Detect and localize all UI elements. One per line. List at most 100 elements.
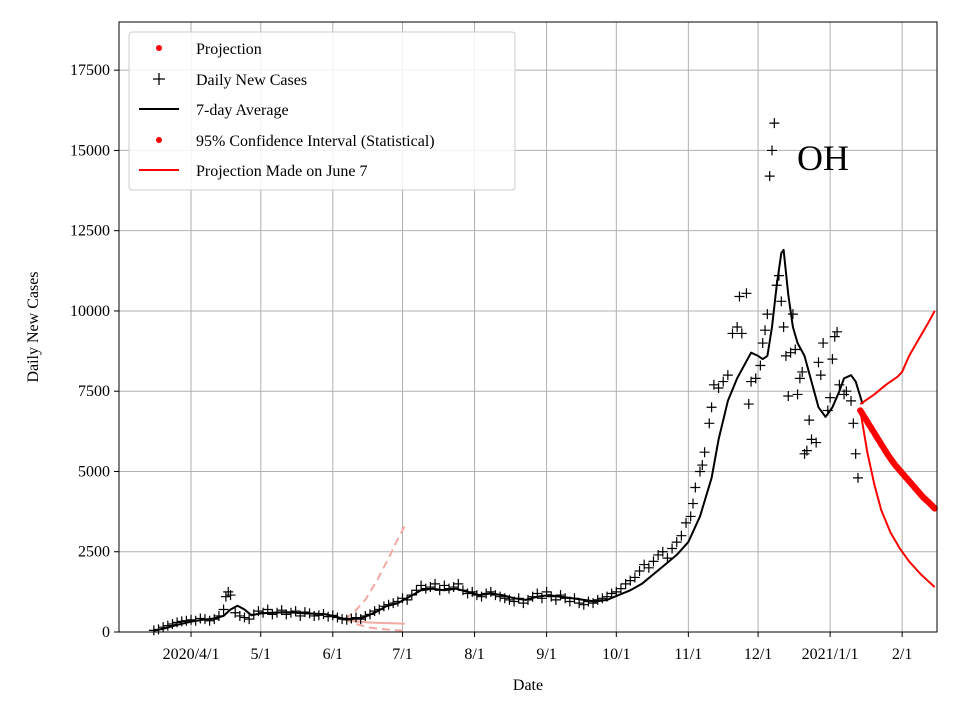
y-tick-label: 10000 [70,303,110,320]
daily-case-point [276,605,287,616]
daily-case-point [634,566,645,576]
daily-case-point [778,322,789,332]
y-tick-label: 12500 [70,223,110,240]
daily-case-point [815,370,826,381]
daily-case-point [225,590,236,601]
y-tick-label: 7500 [78,383,110,400]
daily-case-point [832,326,843,337]
daily-case-point [841,386,852,397]
daily-case-point [846,395,857,406]
daily-case-point [643,562,654,573]
daily-case-point [797,366,808,377]
daily-case-point [186,614,197,625]
daily-case-point [290,606,301,617]
daily-case-point [453,578,464,589]
daily-case-point [657,546,668,557]
daily-case-point [694,466,705,477]
daily-case-point [757,338,768,349]
daily-case-point [750,373,761,384]
daily-case-point [767,145,778,156]
daily-case-point [776,296,787,307]
y-axis-label: Daily New Cases [25,271,42,382]
daily-case-point [167,618,178,629]
daily-case-point [794,373,805,384]
legend-label-daily-cases: Daily New Cases [196,72,307,89]
daily-case-point [281,609,292,620]
daily-case-point [220,591,231,602]
plot-frame [118,21,938,633]
y-tick-label: 15000 [70,142,110,159]
daily-case-point [676,530,687,541]
daily-case-point [769,118,780,129]
daily-case-point [743,399,754,410]
state-label: OH [797,138,849,178]
daily-case-point [852,472,863,483]
legend-marker-daily-cases [153,73,165,85]
daily-case-point [811,437,822,448]
daily-case-point [829,331,840,342]
ticks-layer: 2020/4/1 5/1 6/1 7/1 8/1 9/1 10/1 11/1 12/1 2021/… [70,62,912,663]
legend-box [128,31,516,191]
daily-case-point [697,460,708,471]
series-layer [148,118,938,636]
daily-case-point [685,511,696,522]
daily-case-point [850,448,861,459]
daily-case-point [801,445,812,456]
daily-case-point [827,354,838,365]
daily-case-point [755,360,766,371]
x-axis-label: Date [513,677,543,694]
projection-point [931,505,938,512]
daily-case-point [734,291,745,302]
daily-case-point [792,389,803,400]
daily-case-point [629,572,640,583]
x-tick-label: 12/1 [744,646,772,663]
x-tick-label: 2/1 [892,646,912,663]
daily-case-point [430,578,441,589]
x-tick-label: 2020/4/1 [163,646,220,663]
daily-case-point [495,591,506,602]
daily-case-point [732,322,743,332]
y-tick-label: 2500 [78,544,110,561]
legend-label-projection: Projection [196,41,262,58]
projection-points [857,407,938,512]
legend-label-june-projection: Projection Made on June 7 [196,163,368,180]
daily-case-point [760,325,771,336]
daily-case-point [648,556,659,567]
daily-case-point [687,498,698,509]
seven-day-average-line [153,248,864,632]
june-projection-lower-line [344,618,405,632]
legend-label-7day-average: 7-day Average [196,102,289,119]
x-tick-label: 11/1 [674,646,702,663]
daily-case-point [727,328,738,339]
daily-case-point [825,392,836,403]
daily-case-point [239,612,250,623]
x-tick-label: 2021/1/1 [802,646,859,663]
daily-case-point [790,344,801,355]
x-tick-label: 9/1 [536,646,556,663]
daily-case-point [690,482,701,493]
daily-case-point [741,288,752,299]
daily-case-point [813,357,824,368]
daily-case-point [764,171,775,182]
x-tick-label: 7/1 [392,646,412,663]
daily-case-point [671,537,682,548]
daily-case-point [667,543,678,554]
daily-case-point [718,376,729,387]
y-tick-label: 17500 [70,62,110,79]
x-tick-label: 8/1 [464,646,484,663]
daily-case-point [818,338,829,349]
ci-upper-line [859,310,936,405]
daily-case-point [848,418,859,429]
daily-case-point [195,613,206,624]
daily-case-point [536,593,547,604]
daily-case-point [736,328,747,339]
daily-case-point [787,309,798,320]
daily-case-point [681,517,692,528]
x-tick-label: 5/1 [251,646,271,663]
daily-case-point [267,609,278,620]
daily-case-point [309,610,320,621]
daily-case-point [706,402,717,413]
june-projection-mean-line [344,618,405,625]
legend-marker-projection [156,45,162,51]
daily-case-point [713,383,724,393]
